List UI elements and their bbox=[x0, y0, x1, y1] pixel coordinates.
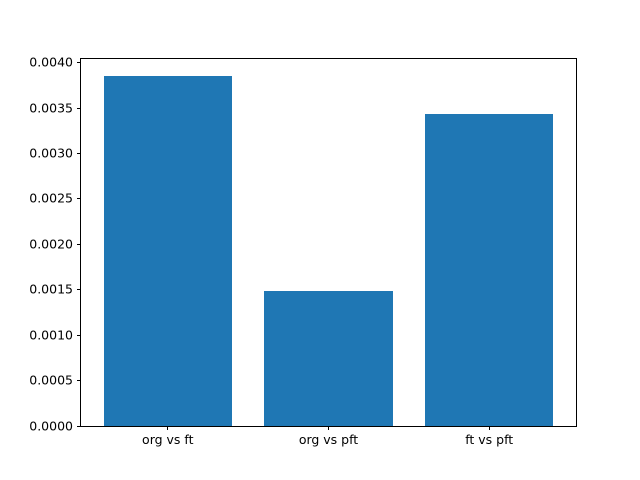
x-tick-mark bbox=[167, 426, 169, 430]
y-tick-label: 0.0030 bbox=[29, 145, 73, 161]
x-tick-label: org vs ft bbox=[142, 432, 194, 447]
y-tick-mark bbox=[77, 152, 81, 154]
x-tick-mark bbox=[488, 426, 490, 430]
y-tick-mark bbox=[77, 198, 81, 200]
bar-ft-vs-pft bbox=[424, 114, 554, 426]
y-tick-label: 0.0005 bbox=[29, 372, 73, 388]
y-tick-label: 0.0020 bbox=[29, 236, 73, 252]
y-tick-label: 0.0000 bbox=[29, 417, 73, 433]
y-tick-label: 0.0040 bbox=[29, 54, 73, 70]
y-tick-label: 0.0035 bbox=[29, 99, 73, 115]
y-tick-label: 0.0025 bbox=[29, 190, 73, 206]
y-tick-mark bbox=[77, 243, 81, 245]
x-tick-label: org vs pft bbox=[298, 432, 359, 447]
y-tick-mark bbox=[77, 62, 81, 64]
bar-org-vs-ft bbox=[103, 76, 233, 426]
y-tick-mark bbox=[77, 425, 81, 427]
y-tick-label: 0.0015 bbox=[29, 281, 73, 297]
y-tick-mark bbox=[77, 107, 81, 109]
x-tick-mark bbox=[328, 426, 329, 430]
plot-area: org vs ft org vs pft ft vs pft 0.0000 0.0005… bbox=[29, 56, 577, 446]
bar-org-vs-pft bbox=[264, 290, 393, 426]
y-tick-mark bbox=[77, 289, 81, 291]
x-tick-label: ft vs pft bbox=[465, 432, 514, 447]
y-tick-label: 0.0010 bbox=[29, 326, 73, 342]
y-tick-mark bbox=[77, 334, 81, 336]
y-tick-mark bbox=[77, 380, 81, 382]
